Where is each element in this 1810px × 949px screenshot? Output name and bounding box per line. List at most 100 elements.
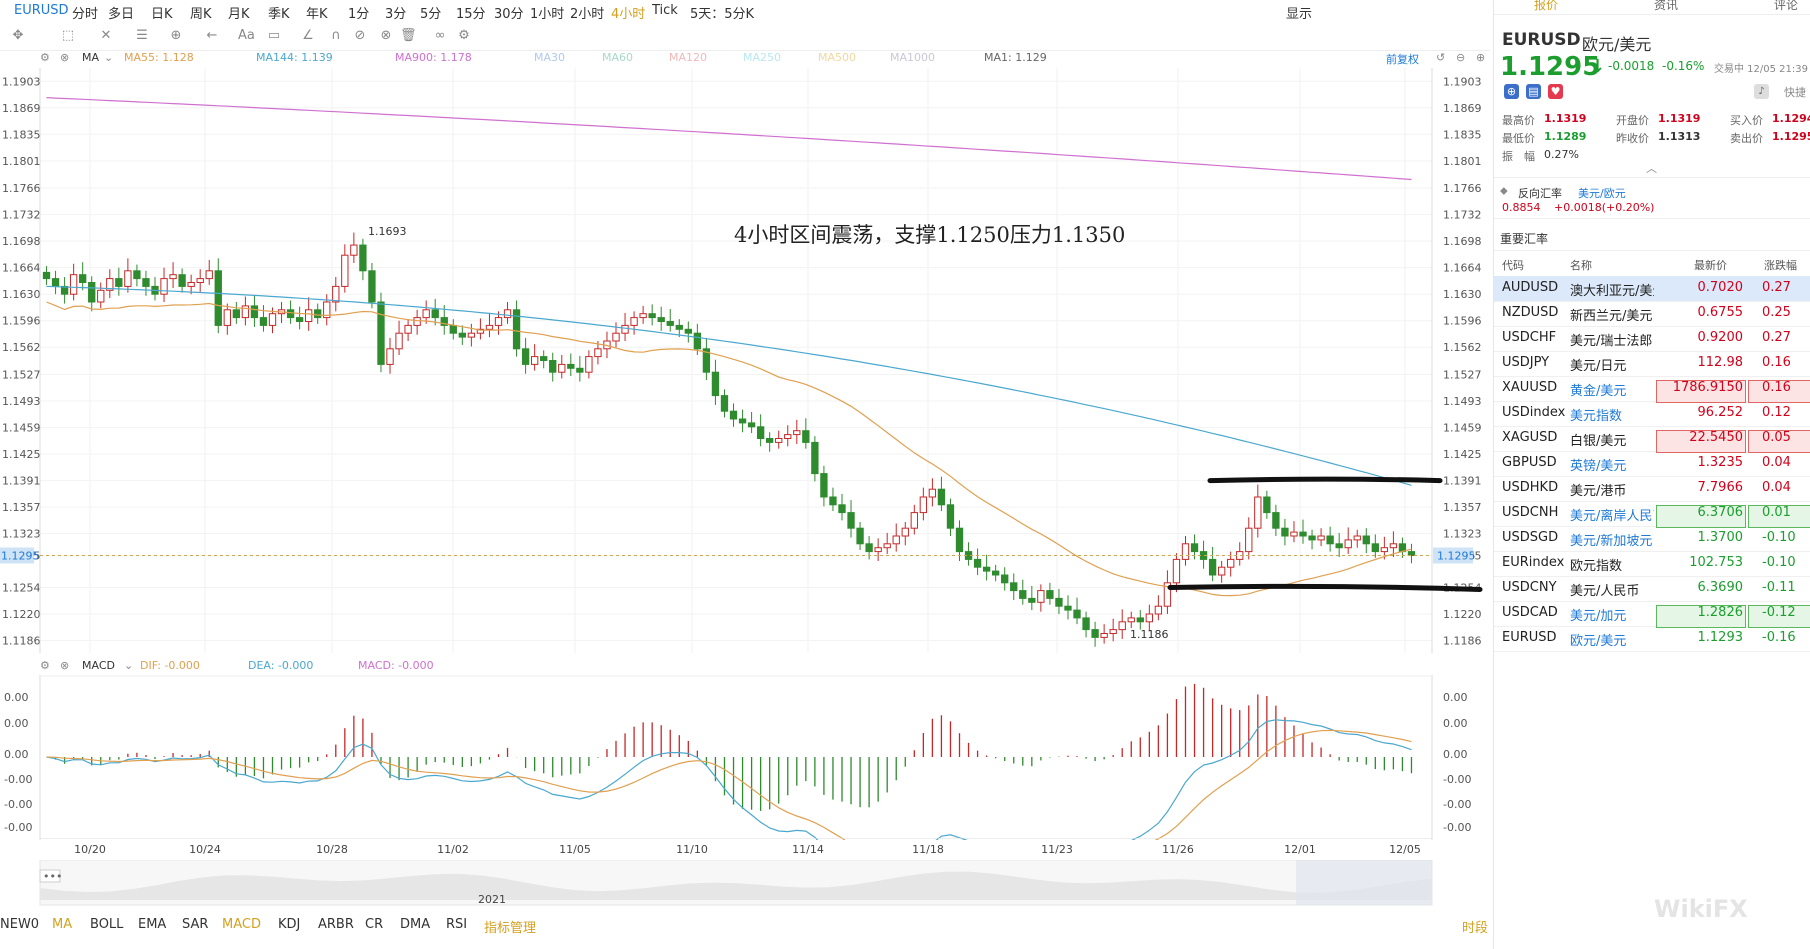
ma-settings-icon[interactable]: ⚙: [40, 51, 50, 64]
comment-icon[interactable]: ▭: [267, 28, 281, 43]
indicator-3[interactable]: EMA: [138, 917, 167, 932]
indicator-8[interactable]: CR: [365, 917, 384, 932]
display-button[interactable]: 显示: [1286, 7, 1313, 22]
zoom-in-icon[interactable]: ⊕: [1476, 51, 1486, 64]
rate-row[interactable]: XAGUSD 白银/美元 22.5450 0.05: [1494, 426, 1810, 453]
eye-icon[interactable]: ⊗: [380, 28, 392, 43]
rate-row[interactable]: EURindex 欧元指数 102.753 -0.10: [1494, 551, 1810, 577]
period-13[interactable]: 2小时: [570, 7, 605, 22]
period-4[interactable]: 月K: [228, 7, 250, 22]
rate-row[interactable]: GBPUSD 英镑/美元 1.3235 0.04: [1494, 451, 1810, 477]
ma-dropdown-icon[interactable]: ⌄: [104, 51, 114, 64]
tab-news[interactable]: 资讯: [1654, 0, 1679, 12]
rate-row[interactable]: USDCHF 美元/瑞士法郎 0.9200 0.27: [1494, 326, 1810, 352]
indicator-4[interactable]: SAR: [182, 917, 209, 932]
navigator[interactable]: ••• 2021: [0, 860, 1490, 910]
trend-line-icon[interactable]: ✕: [100, 28, 112, 43]
indicator-7[interactable]: ARBR: [318, 917, 354, 932]
period-0[interactable]: 分时: [72, 7, 99, 22]
indicator-11[interactable]: 指标管理: [484, 921, 537, 936]
rate-row[interactable]: USDCNY 美元/人民币 6.3690 -0.11: [1494, 576, 1810, 602]
rate-row[interactable]: AUDUSD 澳大利亚元/美元 0.7020 0.27: [1494, 276, 1810, 302]
favorite-icon[interactable]: ♥: [1548, 84, 1563, 99]
text-icon[interactable]: Aa: [238, 28, 255, 43]
tab-comments[interactable]: 评论: [1774, 0, 1799, 12]
cursor-icon[interactable]: ✥: [12, 28, 24, 43]
macd-settings-icon[interactable]: ⚙: [40, 659, 50, 672]
magnet-icon[interactable]: ∩: [331, 28, 341, 43]
candle: [937, 488, 946, 506]
indicator-9[interactable]: DMA: [400, 917, 431, 932]
period-14[interactable]: 4小时: [611, 7, 646, 22]
candle: [594, 348, 602, 358]
settings-icon[interactable]: ⚙: [458, 28, 470, 43]
indicator-6[interactable]: KDJ: [278, 917, 301, 932]
indicator-0[interactable]: NEW0: [0, 917, 40, 932]
candlestick-chart[interactable]: 1.1903 1.1903 1.1869 1.1869 1.1835 1.1835 1.18…: [0, 68, 1490, 653]
period-9[interactable]: 5分: [420, 7, 442, 22]
period-8[interactable]: 3分: [385, 7, 407, 22]
rate-pct: 0.12: [1762, 405, 1791, 420]
more-icon[interactable]: •••: [43, 870, 62, 883]
macd-chart[interactable]: 0.00 0.00 0.00 0.00 0.00 0.00 -0.00 -0.00 -0.00 -…: [0, 675, 1490, 840]
doc-icon[interactable]: ▤: [1526, 84, 1541, 99]
candle: [1181, 543, 1190, 560]
macd-dropdown-icon[interactable]: ⌄: [124, 659, 134, 672]
period-2[interactable]: 日K: [151, 7, 173, 22]
quick-button[interactable]: 快捷: [1784, 86, 1806, 99]
support-line[interactable]: [1167, 583, 1483, 592]
session-button[interactable]: 时段: [1462, 921, 1489, 936]
navigator-handle-left[interactable]: [39, 869, 61, 883]
period-5[interactable]: 季K: [268, 7, 290, 22]
indicator-1[interactable]: MA: [52, 917, 73, 932]
rate-row[interactable]: USDCAD 美元/加元 1.2826 -0.12: [1494, 601, 1810, 628]
period-11[interactable]: 30分: [494, 7, 524, 22]
rate-row[interactable]: XAUUSD 黄金/美元 1786.9150 0.16: [1494, 376, 1810, 403]
tab-quote[interactable]: 报价: [1534, 0, 1559, 12]
reset-icon[interactable]: ↺: [1436, 51, 1446, 64]
rate-row[interactable]: USDindex 美元指数 96.252 0.12: [1494, 401, 1810, 427]
ma-label[interactable]: MA: [82, 51, 100, 64]
navigator-window[interactable]: [1296, 860, 1432, 905]
alert-icon[interactable]: ♪: [1754, 84, 1769, 99]
period-16[interactable]: 5天：5分K: [690, 7, 755, 22]
period-15[interactable]: Tick: [652, 3, 678, 18]
indicator-10[interactable]: RSI: [446, 917, 468, 932]
price-tick-left: 1.1493: [2, 395, 41, 408]
indicator-2[interactable]: BOLL: [90, 917, 124, 932]
rate-row[interactable]: USDCNH 美元/离岸人民币 6.3706 0.01: [1494, 501, 1810, 528]
period-6[interactable]: 年K: [306, 7, 328, 22]
globe-icon[interactable]: ⊕: [1504, 84, 1519, 99]
lock-icon[interactable]: ⊘: [354, 28, 366, 43]
pen-icon[interactable]: ∠: [302, 28, 314, 43]
rate-row[interactable]: NZDUSD 新西兰元/美元 0.6755 0.25: [1494, 301, 1810, 327]
rate-row[interactable]: USDHKD 美元/港币 7.7966 0.04: [1494, 476, 1810, 502]
period-10[interactable]: 15分: [456, 7, 486, 22]
ma1-label: MA1: 1.129: [984, 51, 1047, 64]
period-1[interactable]: 多日: [108, 7, 135, 22]
rect-select-icon[interactable]: ⬚: [61, 28, 75, 43]
resistance-line[interactable]: [1207, 476, 1443, 484]
date-axis: 10/20 10/24 10/28 11/02 11/05 11/10 11/14 11/18…: [40, 838, 1432, 856]
reverse-pair[interactable]: 美元/欧元: [1578, 187, 1626, 200]
rate-row[interactable]: USDSGD 美元/新加坡元 1.3700 -0.10: [1494, 526, 1810, 552]
parallel-line-icon[interactable]: ☰: [136, 28, 148, 43]
dea-label: DEA: -0.000: [248, 659, 314, 672]
undo-icon[interactable]: ←: [206, 28, 218, 43]
rate-row[interactable]: EURUSD 欧元/美元 1.1293 -0.16: [1494, 626, 1810, 652]
collapse-icon[interactable]: ︿: [1646, 162, 1657, 175]
period-3[interactable]: 周K: [190, 7, 212, 22]
macd-label[interactable]: MACD: [82, 659, 115, 672]
indicator-5[interactable]: MACD: [222, 917, 261, 932]
symbol-tab[interactable]: EURUSD: [14, 3, 69, 18]
period-7[interactable]: 1分: [348, 7, 370, 22]
period-12[interactable]: 1小时: [530, 7, 565, 22]
macd-close-icon[interactable]: ⊗: [60, 659, 70, 672]
zoom-out-icon[interactable]: ⊖: [1456, 51, 1466, 64]
ma-close-icon[interactable]: ⊗: [60, 51, 70, 64]
fib-icon[interactable]: ⊕: [170, 28, 182, 43]
rate-row[interactable]: USDJPY 美元/日元 112.98 0.16: [1494, 351, 1810, 377]
adjust-button[interactable]: 前复权: [1386, 53, 1419, 66]
trash-icon[interactable]: 🗑: [400, 28, 417, 43]
link-icon[interactable]: ∞: [434, 28, 446, 43]
